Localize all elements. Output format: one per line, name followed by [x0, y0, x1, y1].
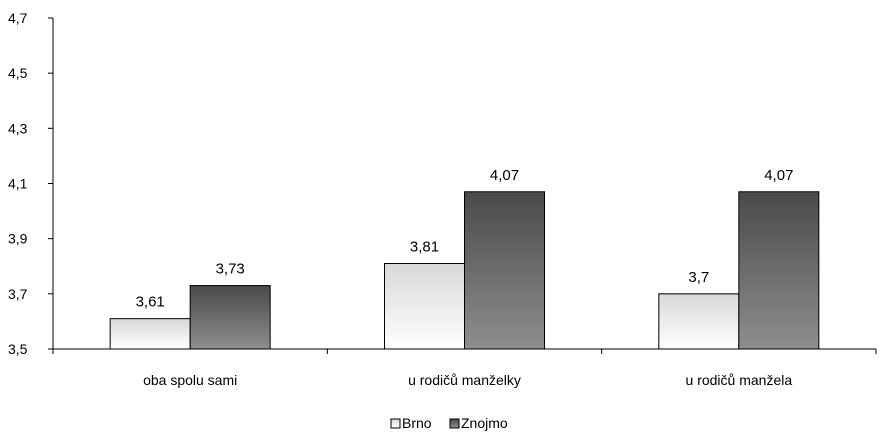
y-tick-label: 3,9	[8, 231, 28, 247]
category-label: oba spolu sami	[143, 372, 237, 388]
data-label: 3,81	[410, 238, 439, 255]
legend-swatch-znojmo	[449, 418, 460, 429]
data-label: 3,61	[136, 294, 165, 311]
data-labels: 3,61 3,73 3,81 4,07 3,7 4,07	[136, 167, 794, 311]
legend: Brno Znojmo	[390, 415, 508, 431]
bar-znojmo	[464, 191, 545, 350]
y-tick-label: 4,3	[8, 120, 28, 136]
y-tick-label: 3,5	[8, 341, 28, 357]
bar-brno	[109, 318, 191, 350]
data-label: 4,07	[764, 167, 793, 184]
legend-label-brno: Brno	[402, 415, 432, 431]
y-tick-label: 4,5	[8, 65, 28, 81]
y-tick-label: 4,1	[8, 176, 28, 192]
legend-swatch-brno	[390, 418, 401, 429]
bars	[109, 191, 820, 350]
data-label: 4,07	[490, 167, 519, 184]
data-label: 3,7	[688, 269, 709, 286]
y-tick-label: 4,7	[8, 10, 28, 26]
bar-znojmo	[738, 191, 820, 350]
legend-label-znojmo: Znojmo	[461, 415, 508, 431]
category-label: u rodičů manžela	[686, 372, 793, 388]
y-tick-label: 3,7	[8, 286, 28, 302]
bar-brno	[658, 293, 740, 350]
axes: 3,5 3,7 3,9 4,1 4,3 4,5 4,7 oba spolu sami u rod…	[8, 10, 877, 388]
category-label: u rodičů manželky	[408, 372, 521, 388]
data-label: 3,73	[216, 261, 245, 278]
bar-brno	[384, 262, 465, 350]
bar-znojmo	[189, 285, 271, 350]
